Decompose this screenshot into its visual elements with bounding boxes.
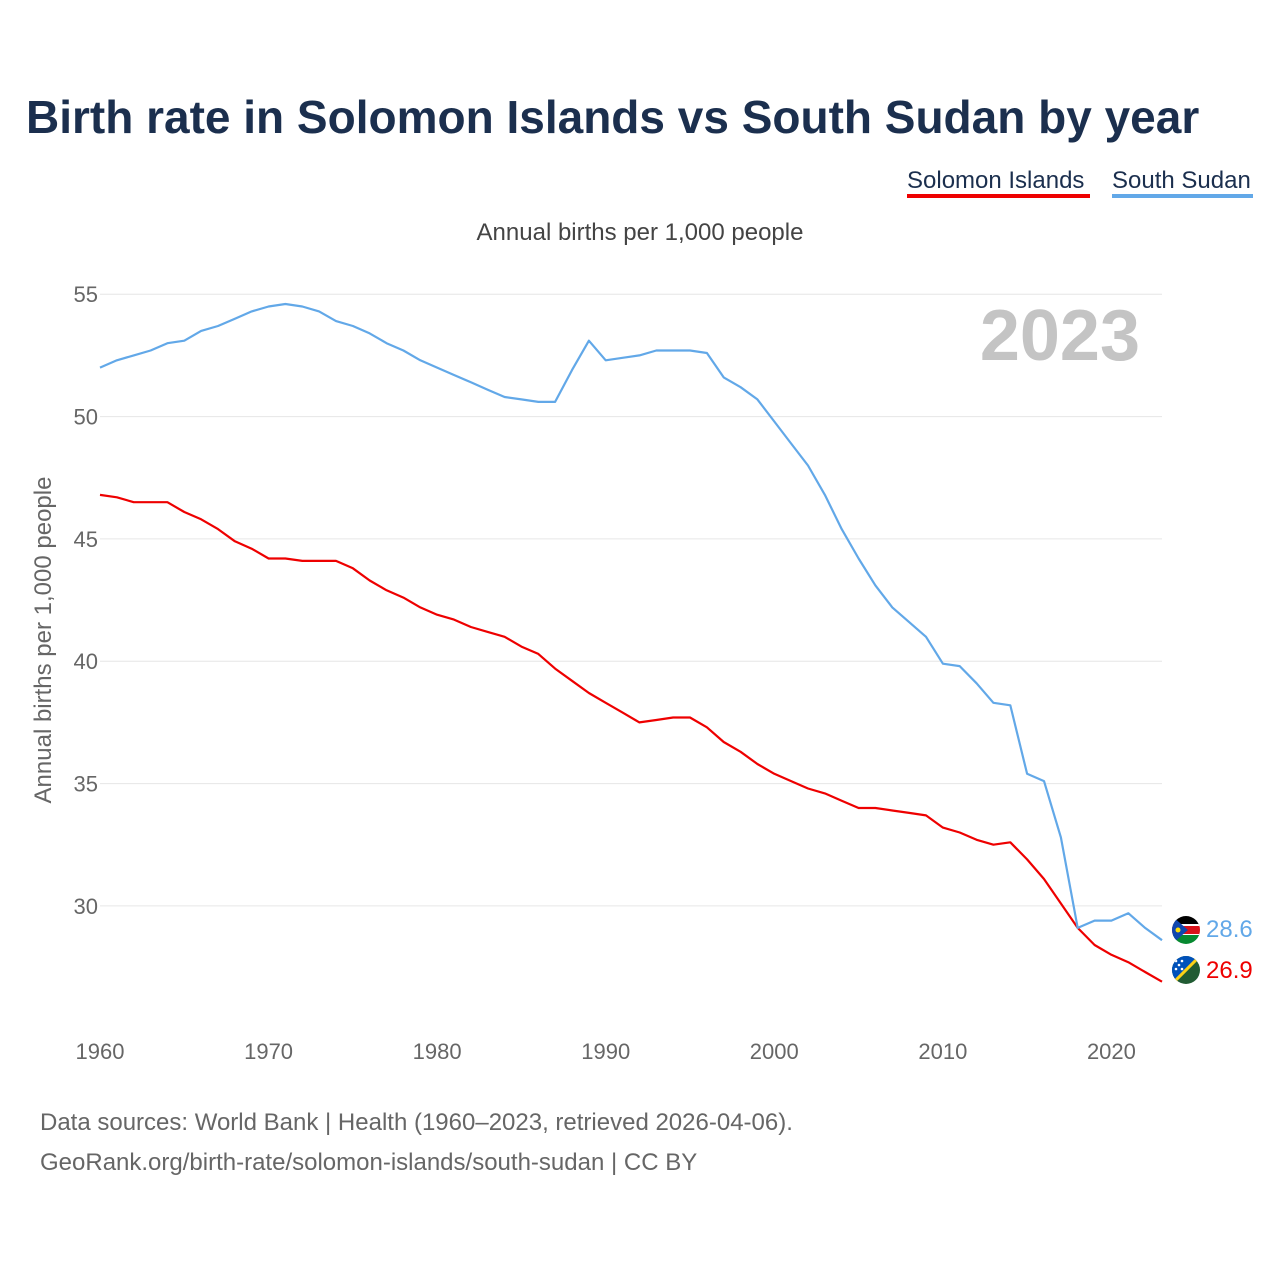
- x-tick-label: 2020: [1087, 1039, 1136, 1064]
- y-axis-label: Annual births per 1,000 people: [30, 477, 57, 804]
- x-tick-label: 2000: [750, 1039, 799, 1064]
- y-tick-label: 40: [74, 649, 98, 674]
- y-tick-label: 55: [74, 282, 98, 307]
- end-label-solomon-islands: 26.9: [1206, 957, 1253, 984]
- end-label-south-sudan: 28.6: [1206, 916, 1253, 943]
- x-tick-label: 1960: [76, 1039, 125, 1064]
- legend-item-south-sudan[interactable]: South Sudan: [1112, 167, 1251, 194]
- y-tick-label: 45: [74, 527, 98, 552]
- y-tick-label: 50: [74, 405, 98, 430]
- legend-item-solomon-islands[interactable]: Solomon Islands: [907, 167, 1084, 194]
- solomon-islands-flag-icon: [1172, 956, 1200, 984]
- chart-subtitle: Annual births per 1,000 people: [477, 219, 804, 246]
- x-axis-ticks: 1960 1970 1980 1990 2000 2010 2020: [76, 1039, 1136, 1064]
- chart-title: Birth rate in Solomon Islands vs South S…: [26, 91, 1199, 143]
- grid-lines: [100, 293, 1162, 907]
- y-tick-label: 35: [74, 772, 98, 797]
- south-sudan-flag-icon: [1172, 916, 1200, 944]
- series-lines: [99, 302, 1163, 983]
- x-tick-label: 2010: [918, 1039, 967, 1064]
- x-tick-label: 1970: [244, 1039, 293, 1064]
- y-tick-label: 30: [74, 894, 98, 919]
- source-line-1: Data sources: World Bank | Health (1960–…: [40, 1109, 793, 1136]
- source-line-2[interactable]: GeoRank.org/birth-rate/solomon-islands/s…: [40, 1149, 697, 1176]
- series-line-solomon-islands[interactable]: [99, 493, 1163, 983]
- x-tick-label: 1980: [413, 1039, 462, 1064]
- y-axis-ticks: 30 35 40 45 50 55: [74, 282, 98, 919]
- x-tick-label: 1990: [581, 1039, 630, 1064]
- series-line-south-sudan[interactable]: [99, 302, 1163, 942]
- year-watermark: 2023: [980, 296, 1140, 376]
- legend: Solomon Islands South Sudan: [907, 167, 1253, 198]
